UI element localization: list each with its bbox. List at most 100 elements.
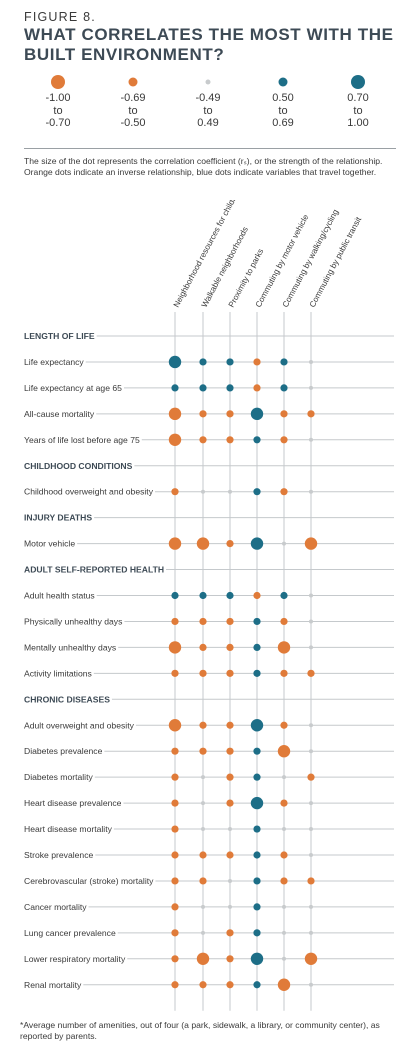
correlation-dot [309, 437, 313, 442]
legend-dot-small-orange [128, 77, 138, 87]
correlation-dot [199, 721, 207, 729]
correlation-dot [309, 489, 313, 494]
row-label: Childhood overweight and obesity [24, 487, 154, 497]
correlation-dot [309, 904, 313, 909]
correlation-dot [253, 877, 261, 885]
legend-item-weak: -0.49 to 0.49 [178, 72, 238, 130]
correlation-dot [199, 591, 207, 600]
correlation-dot [199, 643, 207, 651]
correlation-dot [253, 591, 261, 600]
row-label: Lower respiratory mortality [24, 954, 126, 964]
row-label: Adult health status [24, 591, 95, 601]
correlation-dot [250, 537, 264, 550]
correlation-dot [201, 827, 205, 832]
correlation-dot [282, 930, 286, 935]
correlation-dot [309, 982, 313, 987]
legend-label: 0.70 to 1.00 [347, 92, 369, 129]
correlation-dot [253, 669, 261, 677]
correlation-dot [228, 827, 232, 832]
correlation-dot [171, 669, 179, 677]
correlation-dot [282, 956, 286, 961]
correlation-dot [304, 537, 318, 550]
footnote: *Average number of amenities, out of fou… [20, 1020, 380, 1041]
correlation-dot [171, 955, 179, 963]
correlation-dot [280, 877, 288, 885]
correlation-dot [171, 747, 179, 755]
correlation-dot [228, 904, 232, 909]
correlation-dot [199, 410, 207, 418]
correlation-dot [201, 904, 205, 909]
legend-dot-large-blue [351, 75, 365, 89]
section-heading: ADULT SELF-REPORTED HEALTH [24, 565, 164, 575]
correlation-dot-chart: Neighborhood resources for children*Walk… [24, 200, 394, 1011]
section-heading: CHRONIC DISEASES [24, 694, 110, 704]
correlation-dot [253, 851, 261, 859]
correlation-dot [309, 723, 313, 728]
correlation-dot [253, 384, 261, 392]
row-label: Activity limitations [24, 668, 92, 678]
row-label: Life expectancy at age 65 [24, 383, 122, 393]
row-label: Cerebrovascular (stroke) mortality [24, 876, 154, 886]
row-label: Lung cancer prevalence [24, 928, 116, 938]
correlation-dot [171, 799, 179, 807]
correlation-dot [171, 903, 179, 911]
correlation-dot [168, 407, 182, 421]
legend-item-moderate-positive: 0.50 to 0.69 [253, 72, 313, 130]
row-label: Renal mortality [24, 980, 82, 990]
correlation-dot [171, 981, 179, 989]
correlation-dot [280, 721, 288, 729]
correlation-dot [226, 981, 234, 989]
row-label: Years of life lost before age 75 [24, 435, 140, 445]
correlation-dot [309, 801, 313, 806]
row-label: Diabetes mortality [24, 772, 93, 782]
correlation-dot [226, 436, 234, 444]
correlation-dot [201, 930, 205, 935]
correlation-dot [171, 929, 179, 937]
section-heading: INJURY DEATHS [24, 513, 92, 523]
section-heading: CHILDHOOD CONDITIONS [24, 461, 133, 471]
correlation-dot [226, 540, 234, 548]
correlation-dot [253, 617, 261, 626]
correlation-dot [250, 796, 264, 810]
correlation-dot [309, 645, 313, 650]
row-label: Cancer mortality [24, 902, 87, 912]
correlation-dot [199, 617, 207, 626]
correlation-dot [226, 799, 234, 807]
correlation-dot [226, 851, 234, 859]
correlation-dot [226, 591, 234, 600]
correlation-dot [199, 358, 207, 366]
correlation-dot [309, 930, 313, 935]
correlation-dot [280, 384, 288, 392]
correlation-dot [228, 878, 232, 883]
row-label: Diabetes prevalence [24, 746, 103, 756]
correlation-dot [282, 827, 286, 832]
correlation-dot [253, 981, 261, 989]
correlation-dot [168, 641, 182, 654]
row-label: Physically unhealthy days [24, 616, 122, 626]
legend-item-moderate-negative: -0.69 to -0.50 [103, 72, 163, 130]
correlation-dot [282, 775, 286, 780]
correlation-dot [171, 773, 179, 781]
correlation-dot [226, 617, 234, 626]
correlation-dot [253, 773, 261, 781]
correlation-dot [253, 643, 261, 651]
legend-item-strong-negative: -1.00 to -0.70 [28, 72, 88, 130]
correlation-dot [253, 436, 261, 444]
correlation-dot [168, 719, 182, 732]
correlation-dot [309, 593, 313, 598]
correlation-dot [277, 641, 291, 654]
correlation-dot [250, 407, 264, 421]
correlation-dot [280, 436, 288, 444]
correlation-dot [171, 851, 179, 859]
row-label: Life expectancy [24, 357, 84, 367]
correlation-dot [201, 801, 205, 806]
correlation-dot [226, 773, 234, 781]
row-label: Adult overweight and obesity [24, 720, 135, 730]
legend-label: -0.49 to 0.49 [195, 92, 221, 129]
row-label: Heart disease mortality [24, 824, 113, 834]
correlation-dot [168, 355, 182, 369]
correlation-dot [277, 978, 291, 991]
correlation-dot [280, 617, 288, 626]
correlation-dot [280, 799, 288, 807]
correlation-dot [307, 669, 315, 677]
